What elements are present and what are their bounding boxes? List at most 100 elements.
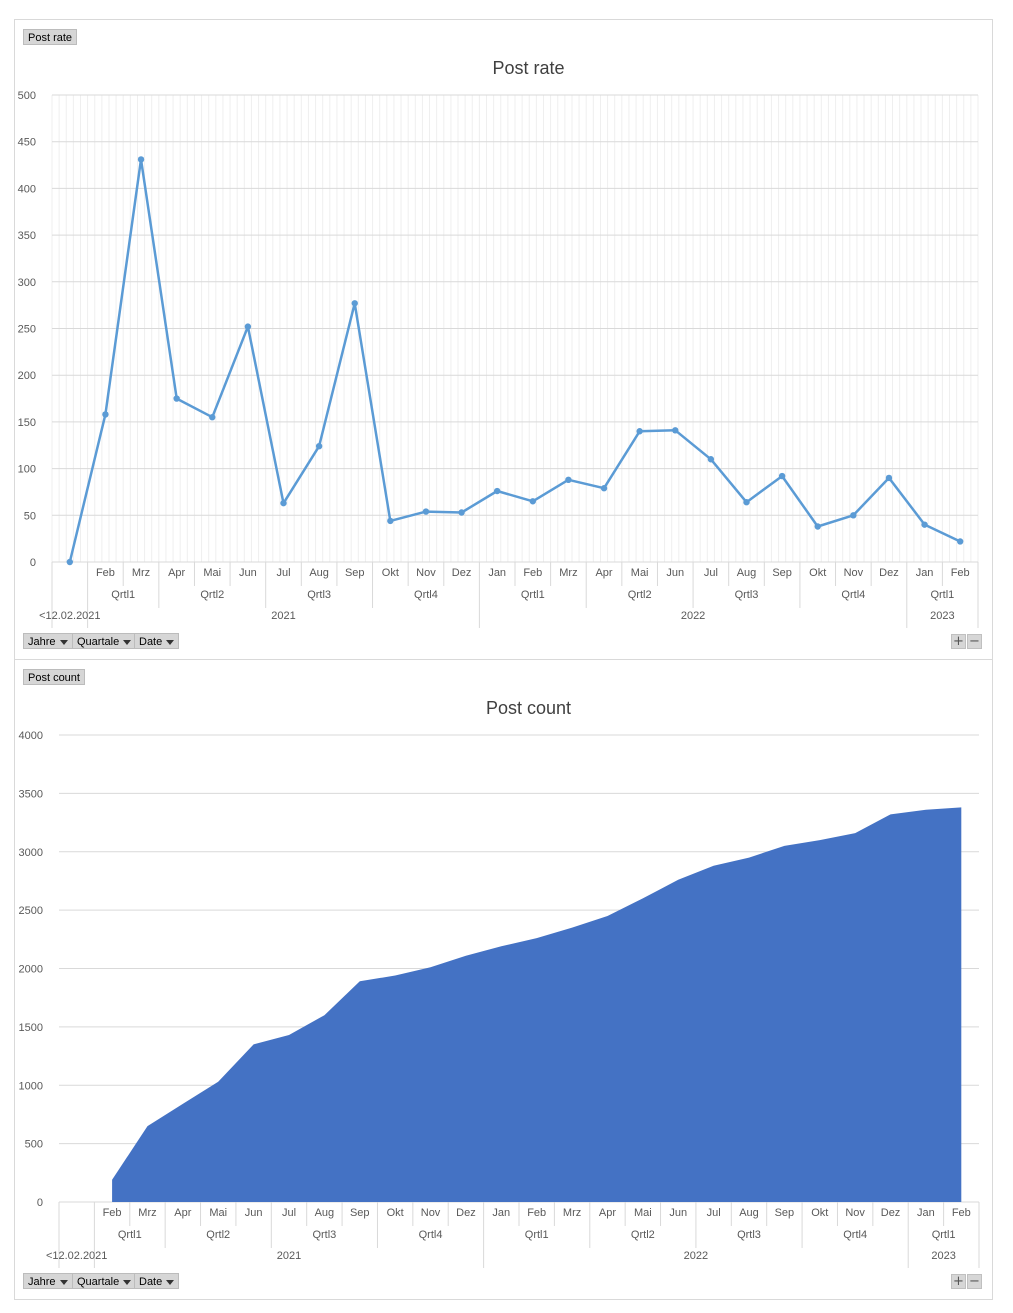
x-quarter-label: Qrtl2 — [206, 1229, 230, 1241]
post-count-chart-panel: Post count Post count 0 500 1000 1500 2000 250… — [14, 659, 993, 1300]
quartale-filter-button[interactable]: Quartale — [72, 633, 137, 649]
x-month-label: Mai — [209, 1207, 227, 1219]
y-tick-label: 500 — [25, 1139, 43, 1151]
x-month-label: Okt — [382, 567, 399, 579]
x-quarter-label: Qrtl3 — [737, 1229, 761, 1241]
x-month-label: Mrz — [563, 1207, 581, 1219]
post-rate-data-point — [102, 411, 109, 418]
y-tick-label: 1000 — [19, 1080, 43, 1092]
x-quarter-label: Qrtl1 — [111, 589, 135, 601]
jahre-filter-button[interactable]: Jahre — [23, 633, 73, 649]
post-rate-data-point — [209, 414, 216, 421]
post-rate-data-point — [778, 472, 786, 480]
x-quarter-label: Qrtl1 — [521, 589, 545, 601]
post-rate-data-point — [137, 156, 145, 163]
post-rate-chart-panel: Post rate Post rate 0 50 100 150 200 250 300 350… — [14, 19, 993, 660]
x-month-label: Feb — [951, 567, 970, 579]
x-month-label: Aug — [315, 1207, 335, 1219]
x-quarter-label: Qrtl3 — [312, 1229, 336, 1241]
chart-title: Post rate — [492, 58, 564, 78]
x-quarter-label: Qrtl1 — [932, 1229, 956, 1241]
y-tick-label: 400 — [18, 183, 36, 195]
collapse-minus-button[interactable]: − — [967, 634, 982, 649]
x-year-label: 2023 — [931, 1250, 955, 1262]
y-tick-label: 4000 — [19, 730, 43, 742]
x-month-label: Apr — [168, 567, 185, 579]
x-month-label: Dez — [881, 1207, 901, 1219]
expand-plus-button[interactable]: + — [951, 1274, 966, 1289]
x-month-label: Jul — [282, 1207, 296, 1219]
x-quarter-label: Qrtl3 — [735, 589, 759, 601]
x-month-label: Jan — [492, 1207, 510, 1219]
post-rate-field-button[interactable]: Post rate — [23, 29, 78, 45]
post-count-field-button[interactable]: Post count — [23, 669, 85, 685]
x-month-label: Jan — [917, 1207, 935, 1219]
y-tick-label: 250 — [18, 324, 36, 336]
x-year-label: 2022 — [681, 610, 705, 622]
y-tick-label: 1500 — [19, 1022, 43, 1034]
x-month-label: Nov — [844, 567, 864, 579]
x-month-label: Sep — [772, 567, 792, 579]
x-month-label: Dez — [879, 567, 899, 579]
x-month-label: Apr — [174, 1207, 191, 1219]
x-month-label: Jun — [245, 1207, 263, 1219]
x-year-label: 2021 — [277, 1250, 301, 1262]
expand-plus-button[interactable]: + — [951, 634, 966, 649]
chevron-down-icon — [59, 1279, 68, 1285]
y-tick-label: 2500 — [19, 905, 43, 917]
x-month-label: Jun — [239, 567, 257, 579]
x-month-label: Dez — [456, 1207, 476, 1219]
post-rate-data-point — [66, 558, 74, 566]
y-tick-label: 3500 — [19, 788, 43, 800]
post-count-area — [112, 807, 962, 1202]
x-month-label: Jul — [276, 567, 290, 579]
x-month-label: Mrz — [138, 1207, 156, 1219]
date-filter-button[interactable]: Date — [134, 1273, 180, 1289]
chevron-down-icon — [123, 1279, 132, 1285]
post-rate-data-point — [529, 498, 537, 505]
x-month-label: Nov — [416, 567, 436, 579]
x-month-label: Okt — [387, 1207, 404, 1219]
post-rate-data-point — [422, 508, 430, 515]
x-month-label: Aug — [737, 567, 757, 579]
post-rate-data-point — [636, 428, 643, 435]
x-month-label: Jun — [666, 567, 684, 579]
x-month-label: Apr — [599, 1207, 616, 1219]
x-month-label: Jun — [669, 1207, 687, 1219]
post-rate-data-point — [743, 499, 750, 506]
x-month-label: Sep — [345, 567, 365, 579]
jahre-filter-button[interactable]: Jahre — [23, 1273, 73, 1289]
x-quarter-label: Qrtl2 — [628, 589, 652, 601]
post-rate-data-point — [351, 300, 358, 307]
x-month-label: Feb — [527, 1207, 546, 1219]
quartale-filter-button[interactable]: Quartale — [72, 1273, 137, 1289]
y-tick-label: 450 — [18, 137, 36, 149]
collapse-minus-button[interactable]: − — [967, 1274, 982, 1289]
x-month-label: Jan — [488, 567, 506, 579]
y-tick-label: 100 — [18, 464, 36, 476]
chevron-down-icon — [123, 639, 132, 645]
x-month-label: Apr — [595, 567, 612, 579]
chevron-down-icon — [59, 639, 68, 645]
post-rate-data-point — [387, 517, 394, 525]
x-quarter-label: Qrtl2 — [631, 1229, 655, 1241]
post-rate-data-point — [244, 323, 252, 330]
y-tick-label: 300 — [18, 277, 36, 289]
y-tick-label: 200 — [18, 370, 36, 382]
x-month-label: Jul — [707, 1207, 721, 1219]
post-rate-data-point — [493, 487, 501, 495]
x-quarter-label: Qrtl1 — [930, 589, 954, 601]
post-count-chart: Post count 0 500 1000 1500 2000 2500 3000 3500 40… — [19, 698, 980, 1268]
x-month-label: Mrz — [132, 567, 150, 579]
date-filter-button[interactable]: Date — [134, 633, 180, 649]
post-rate-data-point — [814, 523, 821, 530]
y-tick-label: 3000 — [19, 847, 43, 859]
x-quarter-label: Qrtl1 — [118, 1229, 142, 1241]
post-rate-data-point — [565, 476, 572, 484]
x-quarter-label: Qrtl2 — [200, 589, 224, 601]
x-month-label: Okt — [809, 567, 826, 579]
x-start-label: <12.02.2021 — [46, 1250, 107, 1262]
post-rate-data-point — [280, 499, 287, 507]
y-tick-label: 50 — [24, 510, 36, 522]
x-month-label: Feb — [96, 567, 115, 579]
